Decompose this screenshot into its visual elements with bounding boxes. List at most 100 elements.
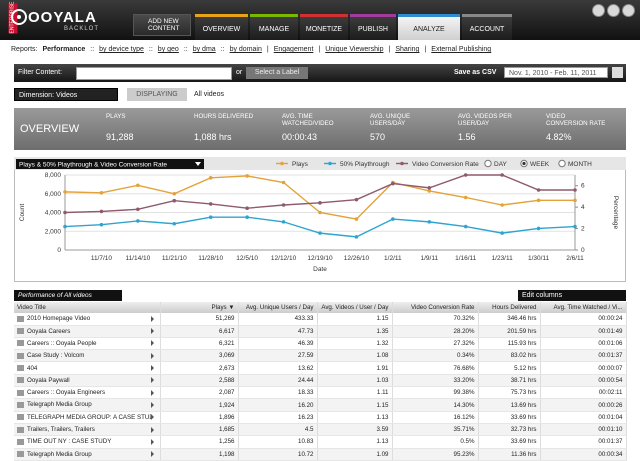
cell: 2,588: [160, 374, 239, 388]
table-row: Careers :: Ooyala People 6,321 46.39 1.32 27…: [14, 337, 627, 351]
video-title: Careers :: Ooyala People: [27, 339, 97, 347]
cell: 75.73 hrs: [478, 386, 541, 400]
point: [63, 190, 67, 194]
y2-tick-label: 6: [581, 183, 585, 190]
cell: 11.36 hrs: [478, 448, 541, 461]
point: [318, 231, 322, 235]
add-content-button[interactable]: ADD NEW CONTENT: [133, 14, 191, 36]
report-link[interactable]: by dma: [192, 46, 216, 53]
point: [573, 198, 577, 203]
point: [99, 209, 104, 214]
cell: 13.62: [238, 361, 318, 375]
point: [99, 222, 104, 227]
cell: 95.23%: [392, 448, 479, 461]
x-tick-label: 1/23/11: [492, 255, 514, 262]
y2-axis-title: Percentage: [612, 196, 619, 230]
nav-tab[interactable]: MONETIZE: [300, 14, 348, 40]
row-icon: [17, 438, 24, 445]
icon-button[interactable]: [607, 4, 620, 17]
column-header[interactable]: Hours Delivered: [478, 302, 541, 314]
cell: 201.59 hrs: [478, 325, 541, 338]
nav-tab[interactable]: PUBLISH: [350, 14, 396, 40]
cell: 13.69 hrs: [478, 398, 541, 412]
table-row: TIME OUT NY : CASE STUDY 1,256 10.83 1.13 0.…: [14, 435, 627, 449]
point: [245, 174, 249, 178]
point: [172, 221, 177, 226]
chart-title-box: [16, 159, 204, 169]
point: [63, 224, 67, 229]
cell: 00:00:24: [540, 313, 627, 326]
nav-tab[interactable]: ACCOUNT: [462, 14, 512, 40]
report-link[interactable]: by device type: [99, 46, 144, 53]
y-tick-label: 0: [57, 247, 61, 254]
column-header[interactable]: Video Title: [14, 302, 161, 314]
column-header[interactable]: Video Conversion Rate: [392, 302, 479, 314]
cell: 0.5%: [392, 435, 479, 449]
column-header[interactable]: Avg. Unique Users / Day: [238, 302, 318, 314]
nav-tab[interactable]: MANAGE: [250, 14, 298, 40]
report-link[interactable]: by geo: [157, 46, 179, 53]
legend-marker: [400, 161, 404, 166]
column-header[interactable]: Avg. Videos / User / Day: [317, 302, 393, 314]
reports-bar: Reports: Performance:: by device type:: by …: [11, 46, 496, 53]
point: [318, 201, 322, 205]
legend-marker: [280, 161, 284, 166]
cell: 2,673: [160, 361, 239, 375]
filter-input[interactable]: [76, 67, 232, 80]
nav-tab[interactable]: OVERVIEW: [195, 14, 248, 40]
cell: 83.02 hrs: [478, 349, 541, 363]
table-row: Telegraph Media Group 1,924 16.20 1.15 14.30…: [14, 398, 627, 412]
x-tick-label: 12/26/10: [344, 255, 370, 262]
icon-button[interactable]: [622, 4, 635, 17]
calendar-icon[interactable]: [612, 67, 623, 78]
y-tick-label: 8,000: [45, 172, 62, 179]
radio[interactable]: [558, 159, 566, 168]
logo-icon: [11, 9, 27, 25]
stat-value: 91,288: [106, 132, 134, 142]
video-title: Case Study : Volcom: [27, 352, 85, 360]
cell: 1.91: [317, 361, 393, 375]
cell: 00:02:11: [540, 386, 627, 400]
cell: 28.20%: [392, 325, 479, 338]
point: [208, 202, 213, 206]
point: [500, 231, 504, 235]
point: [427, 189, 432, 193]
cell: 46.39: [238, 337, 318, 351]
row-icon: [17, 414, 24, 421]
radio-label: MONTH: [568, 161, 592, 168]
video-title: TIME OUT NY : CASE STUDY: [27, 438, 112, 446]
nav-tab[interactable]: ANALYZE: [398, 14, 460, 40]
y2-tick-label: 2: [581, 226, 585, 233]
cell: 00:01:37: [540, 435, 627, 449]
dimension-select[interactable]: Dimension: Videos: [14, 88, 118, 101]
stat-value: 570: [370, 132, 386, 142]
report-link[interactable]: Sharing: [395, 46, 420, 53]
csv-button[interactable]: Save as CSV: [454, 69, 497, 76]
cell: 38.71 hrs: [478, 374, 541, 388]
column-header[interactable]: Avg. Time Watched / Vi...: [540, 302, 627, 314]
report-link[interactable]: Unique Viewership: [325, 46, 384, 53]
report-link[interactable]: by domain: [229, 46, 262, 53]
cell: 00:01:37: [540, 349, 627, 363]
icon-button[interactable]: [592, 4, 605, 17]
report-link[interactable]: External Publishing: [431, 46, 492, 53]
chart-title[interactable]: Plays & 50% Playthrough & Video Conversi…: [19, 162, 167, 169]
row-icon: [17, 451, 24, 458]
column-header[interactable]: Plays ▼: [160, 302, 239, 314]
cell: 2,087: [160, 386, 239, 400]
cell: 00:01:06: [540, 337, 627, 351]
report-link[interactable]: Performance: [42, 46, 86, 53]
edit-columns[interactable]: Edit columns: [518, 290, 626, 301]
row-icon: [17, 315, 24, 322]
overview-band: OVERVIEW PLAYS 91,288 HOURS DELIVERED 1,088…: [14, 108, 626, 150]
report-link[interactable]: Engagement: [273, 46, 314, 53]
point: [500, 203, 504, 207]
filter-bar: Filter Content: or Select a Label Save a…: [14, 64, 626, 82]
y-tick-label: 2,000: [45, 228, 62, 235]
label-button[interactable]: Select a Label: [246, 67, 308, 79]
row-arrow: [151, 426, 154, 433]
y-tick-label: 6,000: [45, 191, 62, 198]
point: [172, 191, 177, 196]
date-range[interactable]: Nov. 1, 2010 - Feb. 11, 2011: [504, 67, 608, 78]
radio[interactable]: [484, 159, 492, 168]
